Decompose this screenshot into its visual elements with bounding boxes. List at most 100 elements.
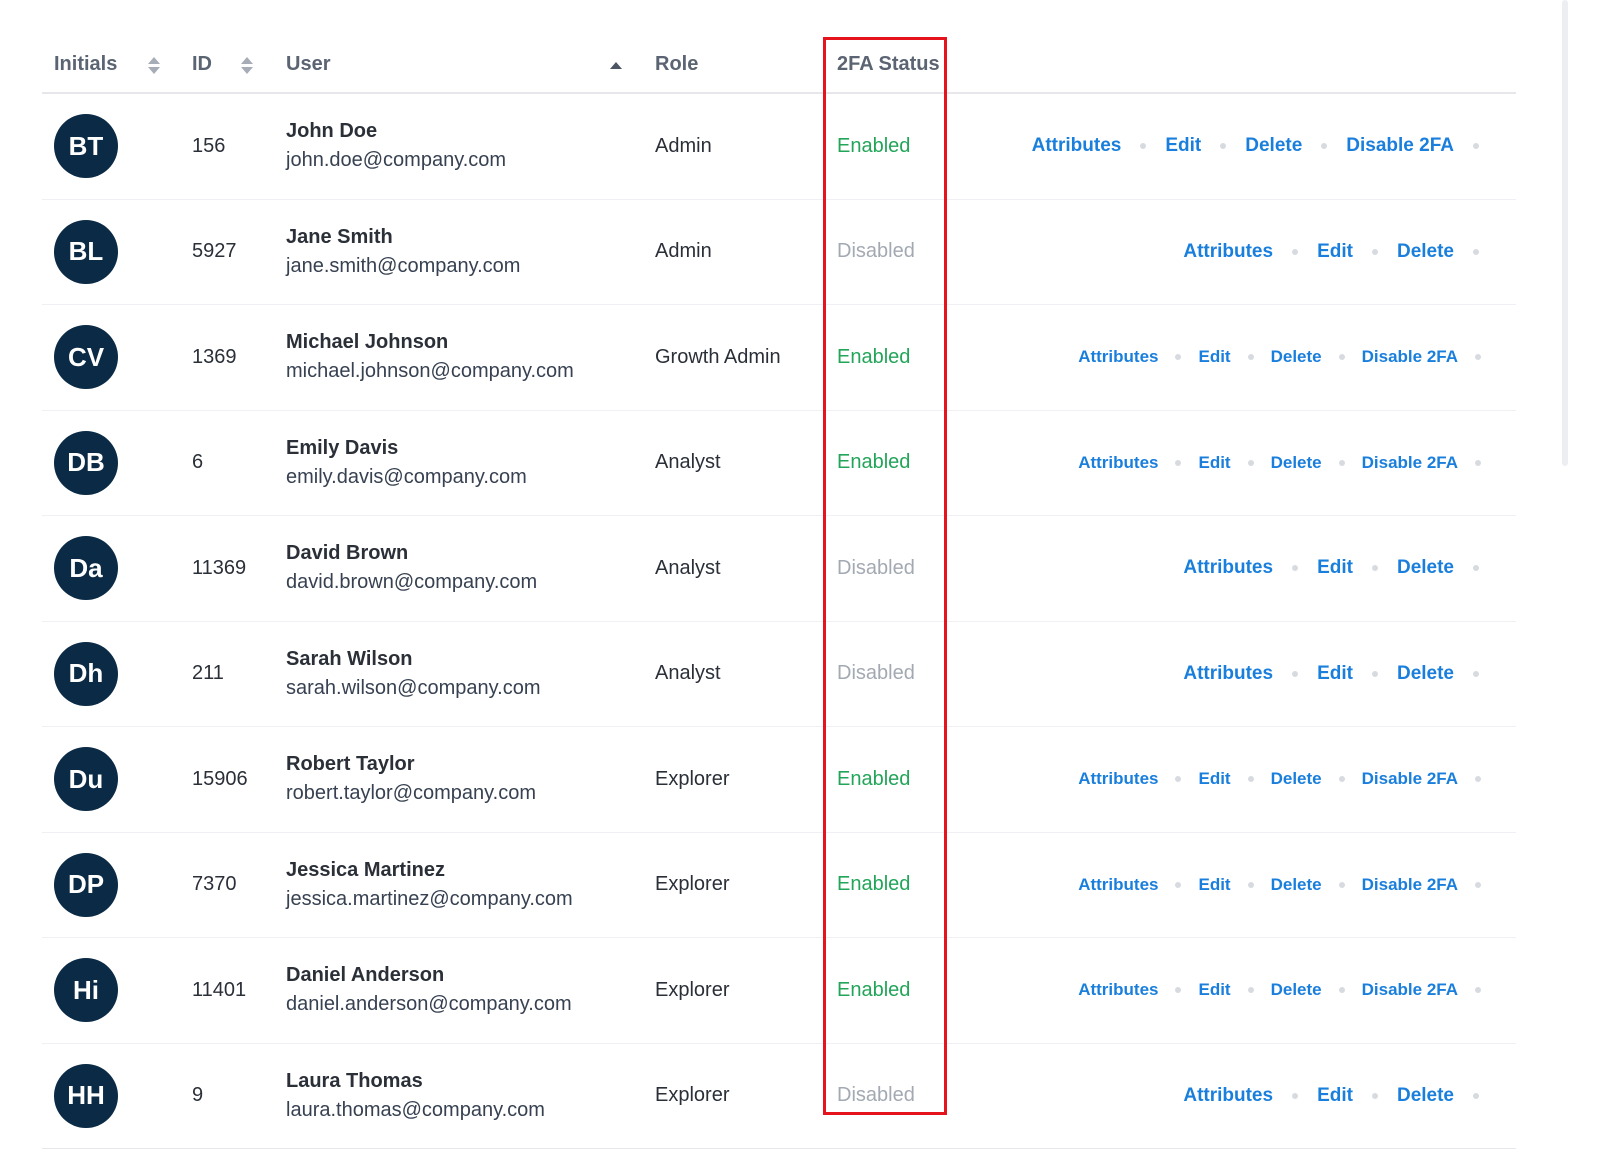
user-cell: Daniel Anderson daniel.anderson@company.c…: [286, 938, 572, 1042]
edit-button[interactable]: Edit: [1198, 980, 1231, 999]
user-id: 5927: [192, 240, 237, 262]
avatar: Dh: [54, 641, 118, 706]
user-id: 1369: [192, 345, 237, 368]
attributes-button[interactable]: Attributes: [1183, 240, 1274, 262]
avatar: Hi: [54, 958, 118, 1022]
delete-button[interactable]: Delete: [1396, 662, 1454, 684]
user-cell: Michael Johnson michael.johnson@company.c…: [286, 305, 574, 409]
delete-button[interactable]: Delete: [1396, 240, 1454, 262]
row-actions: Attributes Edit Delete Disable 2FA: [1078, 833, 1498, 937]
user-name: Emily Davis: [286, 436, 399, 459]
user-role: Explorer: [655, 978, 730, 1001]
attributes-button[interactable]: Attributes: [1183, 557, 1274, 578]
separator-dot: [1475, 459, 1481, 466]
2fa-status: Disabled: [837, 240, 915, 262]
attributes-button[interactable]: Attributes: [1183, 662, 1274, 684]
attributes-button[interactable]: Attributes: [1078, 769, 1159, 788]
table-row: BT 156 John Doe john.doe@company.com Admin En…: [42, 94, 1516, 200]
avatar: BT: [54, 114, 118, 178]
table-row: HH 9 Laura Thomas laura.thomas@company.com E…: [42, 1044, 1516, 1149]
column-header-role[interactable]: Role: [655, 53, 699, 75]
user-name: Daniel Anderson: [286, 964, 445, 986]
user-id: 211: [192, 662, 224, 684]
row-actions: Attributes Edit Delete: [1183, 1044, 1498, 1148]
disable-2fa-button[interactable]: Disable 2FA: [1361, 347, 1458, 366]
column-header-user[interactable]: User: [286, 53, 331, 75]
separator-dot: [1473, 248, 1479, 255]
table-row: DP 7370 Jessica Martinez jessica.martinez@c…: [42, 833, 1516, 938]
user-role: Admin: [655, 134, 712, 157]
user-cell: Jane Smith jane.smith@company.com: [286, 200, 520, 304]
user-role: Explorer: [655, 767, 730, 790]
avatar: BL: [54, 219, 118, 284]
row-actions: Attributes Edit Delete Disable 2FA: [1078, 938, 1498, 1042]
delete-button[interactable]: Delete: [1396, 557, 1454, 578]
scrollbar[interactable]: [1562, 0, 1568, 466]
2fa-status: Enabled: [837, 134, 911, 157]
attributes-button[interactable]: Attributes: [1078, 347, 1159, 366]
disable-2fa-button[interactable]: Disable 2FA: [1346, 135, 1454, 156]
users-table: Initials ID User Role 2FA Status BT 156 Jo…: [42, 38, 1516, 1149]
separator-dot: [1338, 459, 1345, 466]
table-row: Da 11369 David Brown david.brown@company.co…: [42, 516, 1516, 622]
attributes-button[interactable]: Attributes: [1183, 1084, 1274, 1106]
attributes-button[interactable]: Attributes: [1078, 452, 1159, 472]
delete-button[interactable]: Delete: [1270, 347, 1322, 366]
separator-dot: [1475, 776, 1481, 782]
sort-initials-icon[interactable]: [148, 38, 160, 92]
user-role: Explorer: [655, 873, 730, 895]
separator-dot: [1140, 143, 1147, 149]
user-cell: John Doe john.doe@company.com: [286, 94, 506, 198]
user-role: Explorer: [655, 1084, 730, 1106]
column-header-id[interactable]: ID: [192, 53, 212, 75]
attributes-button[interactable]: Attributes: [1078, 874, 1159, 894]
delete-button[interactable]: Delete: [1270, 980, 1322, 999]
separator-dot: [1247, 776, 1254, 782]
user-email: michael.johnson@company.com: [286, 360, 574, 382]
delete-button[interactable]: Delete: [1270, 874, 1322, 894]
delete-button[interactable]: Delete: [1245, 135, 1303, 156]
column-header-2fa-status[interactable]: 2FA Status: [837, 53, 940, 75]
user-cell: Jessica Martinez jessica.martinez@company…: [286, 833, 573, 937]
user-email: laura.thomas@company.com: [286, 1098, 545, 1121]
user-cell: Laura Thomas laura.thomas@company.com: [286, 1044, 545, 1148]
delete-button[interactable]: Delete: [1270, 769, 1322, 788]
attributes-button[interactable]: Attributes: [1078, 980, 1159, 999]
avatar: CV: [54, 325, 118, 389]
separator-dot: [1473, 1092, 1479, 1099]
sort-ascending-icon[interactable]: [610, 38, 622, 92]
sort-id-icon[interactable]: [241, 38, 253, 92]
user-cell: Sarah Wilson sarah.wilson@company.com: [286, 622, 540, 726]
disable-2fa-button[interactable]: Disable 2FA: [1361, 452, 1458, 472]
column-header-initials[interactable]: Initials: [54, 53, 118, 75]
separator-dot: [1338, 354, 1345, 360]
user-name: John Doe: [286, 120, 378, 142]
edit-button[interactable]: Edit: [1198, 347, 1231, 366]
table-header: Initials ID User Role 2FA Status: [42, 38, 1516, 94]
disable-2fa-button[interactable]: Disable 2FA: [1361, 874, 1458, 894]
separator-dot: [1175, 881, 1182, 888]
disable-2fa-button[interactable]: Disable 2FA: [1361, 769, 1458, 788]
separator-dot: [1338, 987, 1345, 993]
user-id: 11401: [192, 978, 247, 1001]
edit-button[interactable]: Edit: [1198, 874, 1231, 894]
user-role: Growth Admin: [655, 345, 781, 368]
table-row: Du 15906 Robert Taylor robert.taylor@compan…: [42, 727, 1516, 833]
edit-button[interactable]: Edit: [1198, 769, 1231, 788]
edit-button[interactable]: Edit: [1317, 240, 1353, 262]
row-actions: Attributes Edit Delete Disable 2FA: [1078, 727, 1498, 831]
2fa-status: Disabled: [837, 556, 915, 579]
delete-button[interactable]: Delete: [1396, 1084, 1454, 1106]
attributes-button[interactable]: Attributes: [1031, 135, 1122, 156]
user-id: 7370: [192, 873, 237, 895]
separator-dot: [1247, 987, 1254, 993]
edit-button[interactable]: Edit: [1317, 1084, 1353, 1106]
user-name: Laura Thomas: [286, 1069, 423, 1092]
row-actions: Attributes Edit Delete: [1183, 622, 1498, 726]
edit-button[interactable]: Edit: [1198, 452, 1231, 472]
edit-button[interactable]: Edit: [1317, 662, 1353, 684]
edit-button[interactable]: Edit: [1317, 557, 1353, 578]
edit-button[interactable]: Edit: [1165, 135, 1202, 156]
disable-2fa-button[interactable]: Disable 2FA: [1361, 980, 1458, 999]
delete-button[interactable]: Delete: [1270, 452, 1322, 472]
